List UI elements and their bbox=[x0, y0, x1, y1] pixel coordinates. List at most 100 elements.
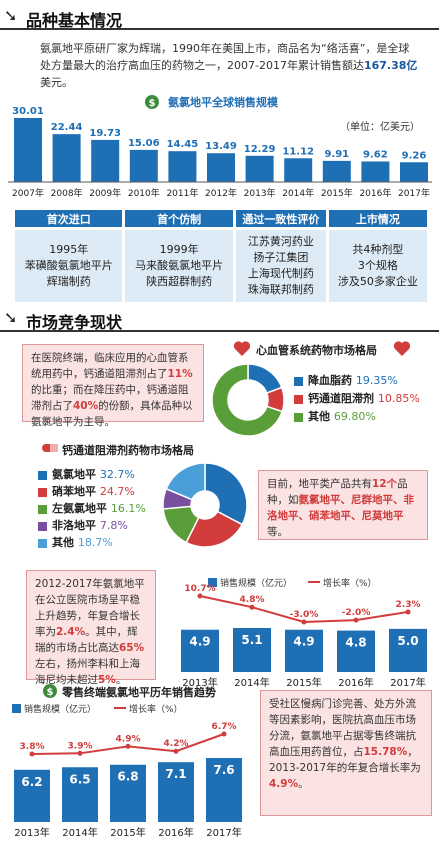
growth-point bbox=[249, 604, 255, 610]
cell-line: 辉瑞制药 bbox=[46, 275, 91, 288]
cell-line: 涉及50多家企业 bbox=[337, 275, 418, 288]
note-dihydropyridine: 目前，地平类产品共有12个品种，如氨氯地平、尼群地平、非洛地平、硝苯地平、尼莫地… bbox=[258, 470, 428, 540]
x-tick-label: 2015年 bbox=[321, 187, 353, 199]
bar bbox=[110, 764, 146, 822]
x-tick-label: 2013年 bbox=[182, 676, 217, 688]
legend-swatch bbox=[38, 504, 47, 514]
note-text: 。 bbox=[298, 778, 309, 790]
bar-value-label: 11.12 bbox=[282, 146, 314, 157]
x-tick-label: 2017年 bbox=[206, 826, 241, 839]
table-header: 首个仿制 bbox=[125, 210, 233, 227]
table-header: 通过一致性评价 bbox=[235, 210, 326, 227]
legend-label: 左氨氯地平 bbox=[52, 502, 111, 515]
note-text: 。其中，辉瑞的市场占比高达 bbox=[35, 626, 138, 654]
intro-highlight: 167.38亿 bbox=[363, 59, 418, 72]
legend-value: 18.7% bbox=[77, 536, 113, 549]
bar bbox=[181, 629, 219, 672]
hospital-sales-chart: 销售规模（亿元） 增长率（%） 4.9 2013年 5.1 2014年 4.9 2015年… bbox=[181, 577, 427, 688]
table-header-row: 首次进口 首个仿制 通过一致性评价 上市情况 bbox=[15, 210, 427, 227]
note-text: 受社区慢病门诊完善、处方外流等因素影响，医院抗高血压市场分流，氨氯地平占据零售终… bbox=[269, 698, 416, 758]
legend-value: 19.35% bbox=[355, 374, 398, 387]
arrow-icon: ➘ bbox=[4, 6, 18, 25]
cardio-pie-title: 心血管系统药物市场格局 bbox=[256, 344, 377, 357]
x-tick-label: 2017年 bbox=[390, 676, 425, 688]
bar-value-label: 30.01 bbox=[12, 106, 44, 117]
bar bbox=[168, 151, 197, 182]
bar bbox=[337, 630, 375, 672]
bar bbox=[207, 153, 235, 182]
note-cardio: 在医院终端，临床应用的心血管系统用药中，钙通道阻滞剂占了11% 的比重；而在降压药… bbox=[22, 344, 204, 428]
bar-value-label: 19.73 bbox=[89, 128, 121, 139]
x-tick-label: 2014年 bbox=[282, 187, 314, 199]
cell-line: 1999年 bbox=[159, 243, 199, 256]
legend-item: 非洛地平 7.8% bbox=[38, 517, 128, 533]
x-tick-label: 2012年 bbox=[205, 187, 237, 199]
bar-value-label: 5.0 bbox=[397, 634, 418, 648]
legend-item: 钙通道阻滞剂 10.85% bbox=[294, 390, 420, 406]
x-tick-label: 2016年 bbox=[158, 826, 193, 839]
growth-value-label: 4.9% bbox=[116, 734, 141, 744]
growth-value-label: 3.9% bbox=[68, 741, 93, 751]
growth-point bbox=[77, 750, 83, 756]
section-title: 市场竞争现状 bbox=[26, 313, 123, 332]
legend-label: 钙通道阻滞剂 bbox=[308, 392, 378, 405]
legend-swatch bbox=[38, 521, 47, 531]
section-title: 品种基本情况 bbox=[26, 11, 123, 30]
legend-label: 降血脂药 bbox=[308, 374, 356, 387]
note-text: 目前，地平类产品共有 bbox=[267, 478, 372, 490]
legend-item: 降血脂药 19.35% bbox=[294, 372, 398, 388]
x-tick-label: 2013年 bbox=[14, 826, 49, 839]
retail-chart-title: 零售终端氨氯地平历年销售趋势 bbox=[62, 686, 216, 699]
x-tick-label: 2017年 bbox=[398, 187, 430, 199]
table-cell: 江苏黄河药业 扬子江集团 上海现代制药 珠海联邦制药 bbox=[235, 230, 326, 302]
bar-value-label: 4.8 bbox=[345, 636, 366, 650]
bar bbox=[233, 628, 271, 672]
x-tick-label: 2008年 bbox=[51, 187, 83, 199]
chart-unit: （单位：亿美元） bbox=[340, 120, 420, 133]
x-tick-label: 2007年 bbox=[12, 187, 44, 199]
cell-line: 陕西超群制药 bbox=[146, 275, 213, 288]
x-tick-label: 2010年 bbox=[128, 187, 160, 199]
cell-line: 共4种剂型 bbox=[352, 243, 404, 256]
growth-value-label: 4.2% bbox=[164, 739, 189, 749]
bar bbox=[14, 769, 50, 822]
bar-value-label: 9.62 bbox=[363, 149, 388, 160]
bar-value-label: 4.9 bbox=[293, 635, 314, 649]
global-sales-chart: $ 氨氯地平全球销售规模 （单位：亿美元） 30.01 2007年 22.44 200… bbox=[8, 95, 432, 199]
bar-value-label: 22.44 bbox=[51, 122, 83, 133]
cell-line: 1995年 bbox=[49, 243, 89, 256]
cell-line: 江苏黄河药业 bbox=[247, 235, 314, 248]
legend-label: 增长率（%） bbox=[323, 577, 377, 589]
growth-point bbox=[405, 609, 411, 615]
bar-value-label: 6.2 bbox=[21, 775, 42, 789]
growth-value-label: 10.7% bbox=[184, 584, 215, 594]
bar-value-label: 14.45 bbox=[167, 139, 199, 150]
pie-slice bbox=[211, 363, 284, 437]
legend-value: 7.8% bbox=[99, 519, 128, 532]
cardio-pie-chart bbox=[211, 363, 285, 437]
x-tick-label: 2014年 bbox=[62, 826, 97, 839]
ccb-pie-chart bbox=[162, 462, 248, 548]
note-highlight: 40% bbox=[73, 400, 99, 412]
cell-line: 扬子江集团 bbox=[253, 251, 309, 264]
note-text: ，2013-2017年的年复合增长率为 bbox=[269, 746, 421, 774]
table-header: 上市情况 bbox=[328, 210, 427, 227]
bar-value-label: 6.5 bbox=[69, 772, 90, 786]
money-bag-icon: $ bbox=[145, 95, 159, 109]
growth-point bbox=[353, 617, 359, 623]
legend-item: 其他 69.80% bbox=[294, 408, 376, 424]
legend-label: 销售规模（亿元） bbox=[220, 577, 292, 589]
bar bbox=[158, 762, 194, 822]
legend-value: 24.7% bbox=[99, 485, 135, 498]
growth-point bbox=[173, 748, 179, 754]
cell-line: 上海现代制药 bbox=[247, 267, 314, 280]
legend-label: 其他 bbox=[308, 410, 334, 423]
x-tick-label: 2015年 bbox=[110, 826, 145, 839]
legend-label: 非洛地平 bbox=[52, 519, 100, 532]
note-text: 等。 bbox=[267, 526, 288, 538]
legend-label: 销售规模（亿元） bbox=[24, 703, 96, 715]
bar-value-label: 6.8 bbox=[117, 770, 138, 784]
growth-value-label: -2.0% bbox=[342, 608, 371, 618]
note-text: 品种，如 bbox=[267, 478, 408, 506]
growth-point bbox=[29, 751, 35, 757]
